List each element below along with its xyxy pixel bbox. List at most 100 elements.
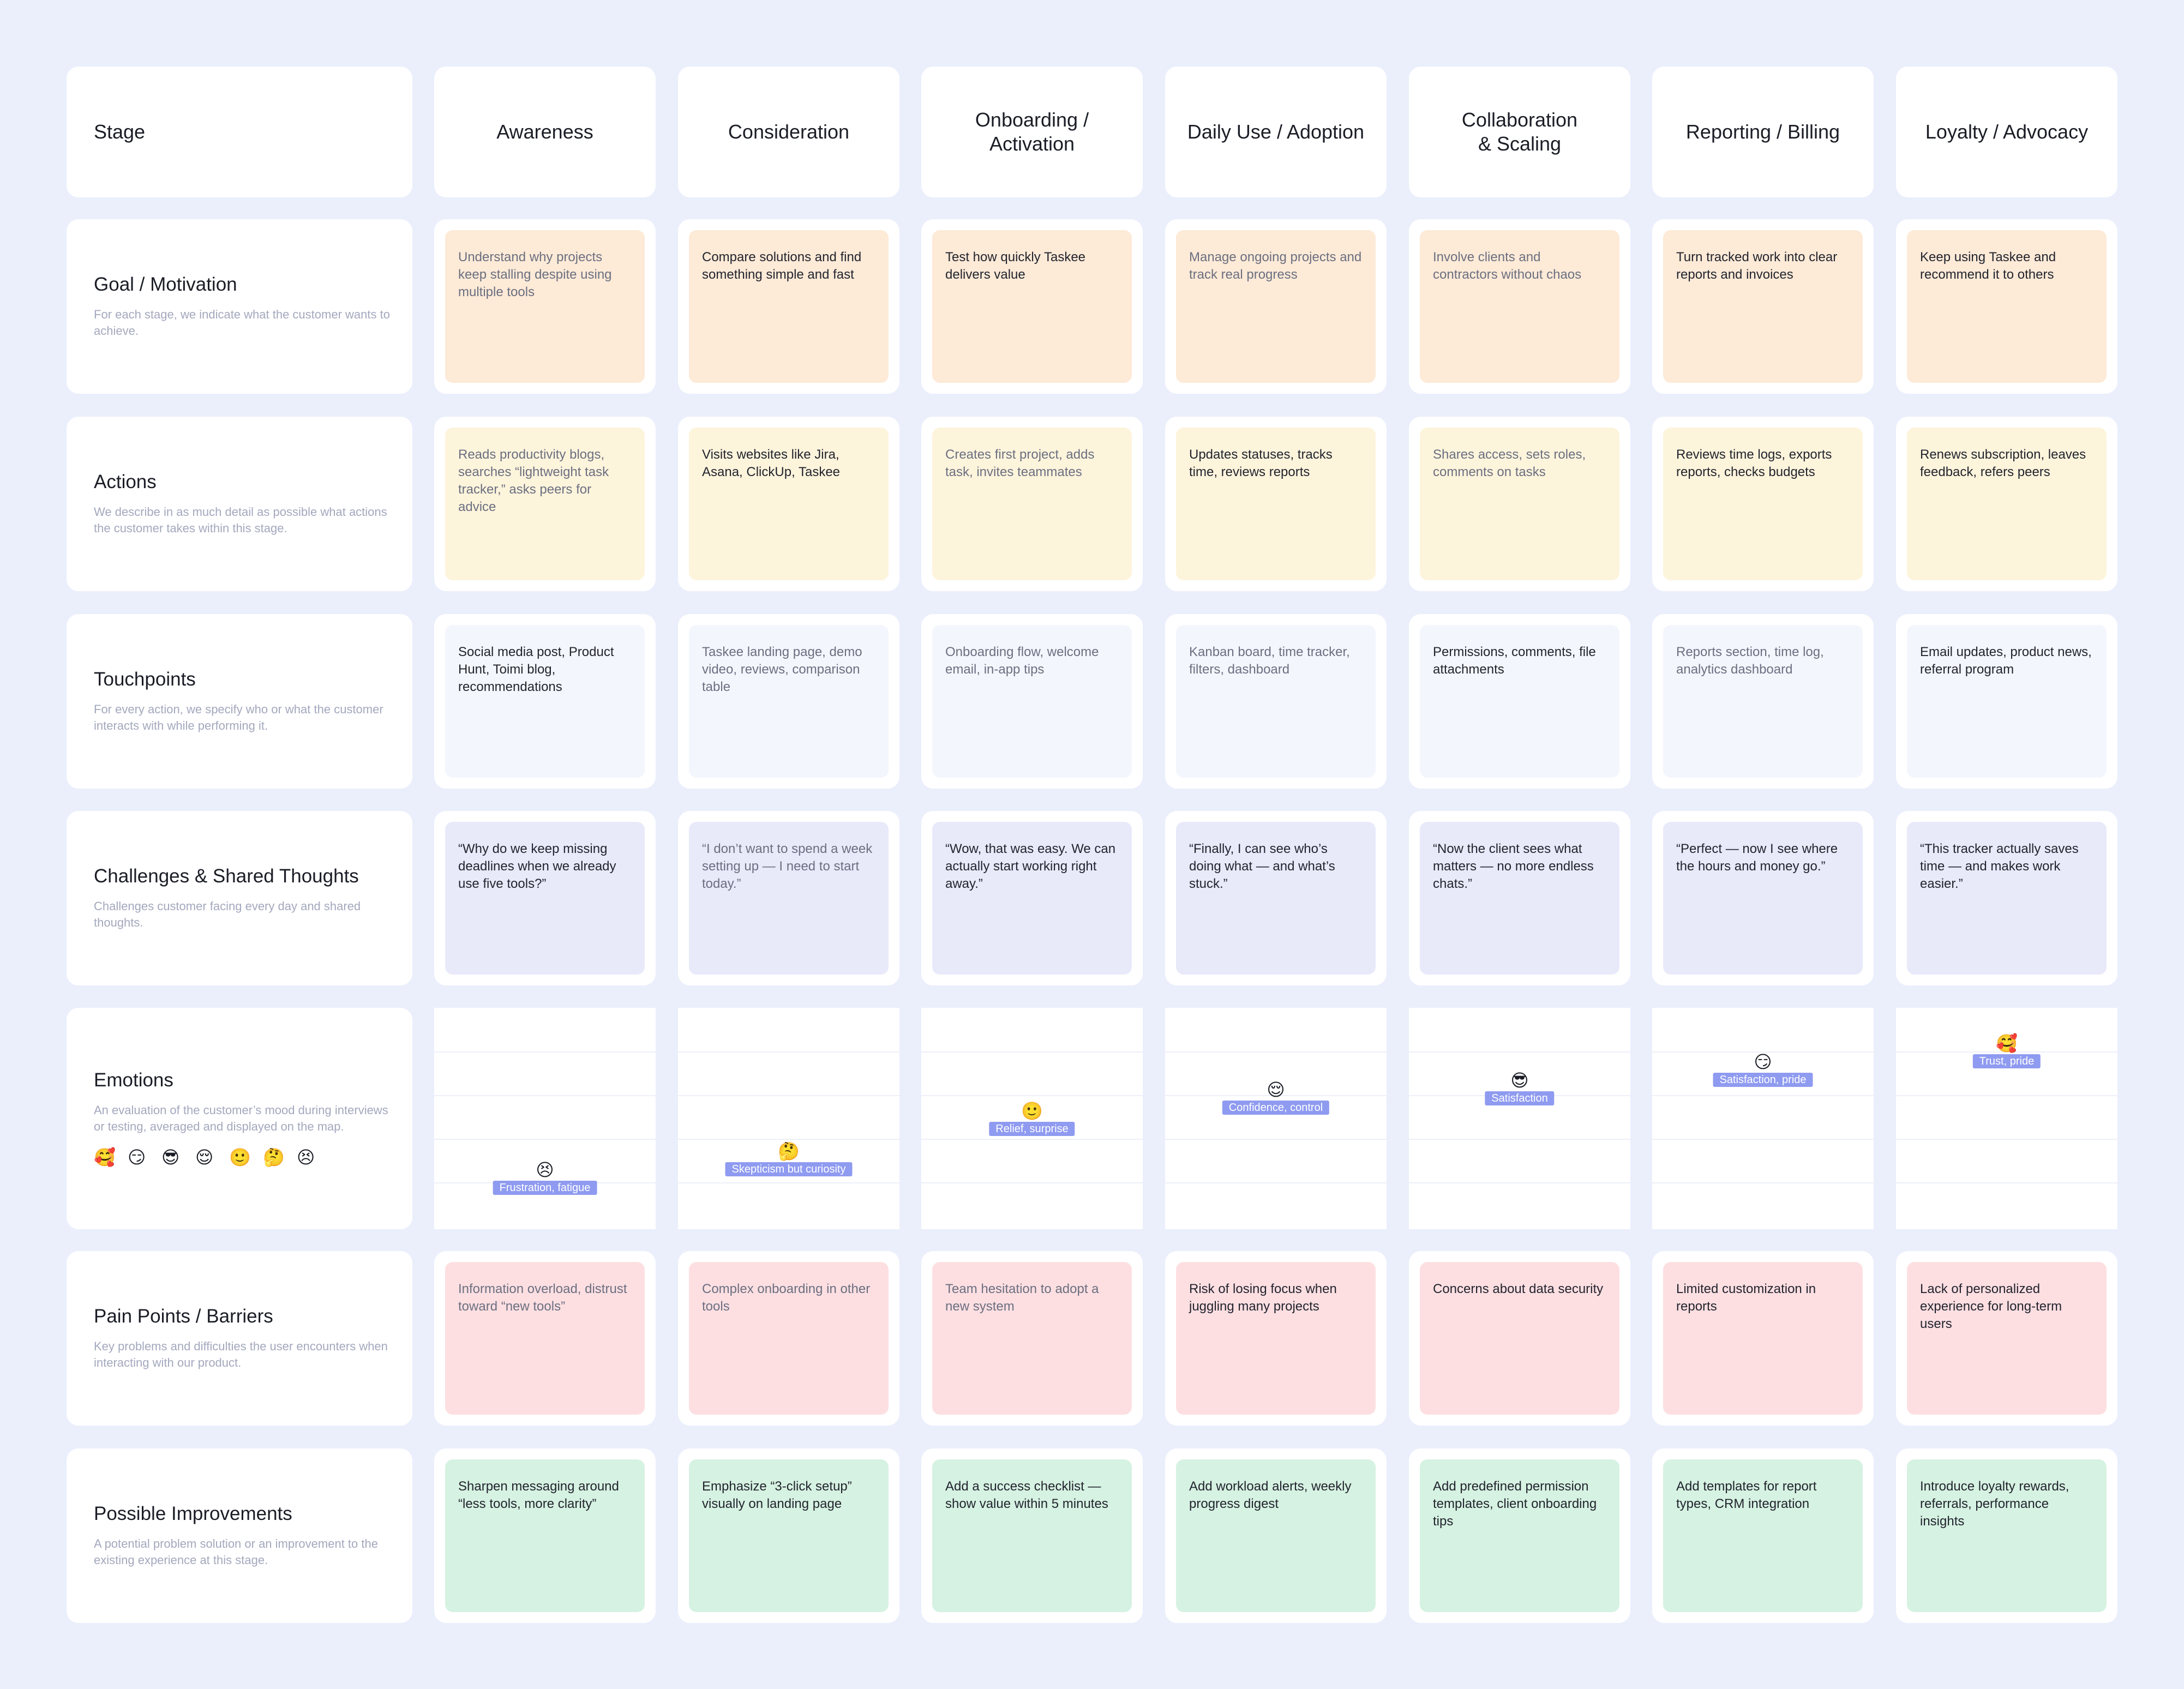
emotion-gridline <box>678 1095 899 1096</box>
row-label: Touchpoints For every action, we specify … <box>94 614 391 789</box>
journey-cell: Complex onboarding in other tools <box>678 1251 899 1426</box>
sticky-note-challenges[interactable]: “Finally, I can see who’s doing what — a… <box>1176 822 1376 975</box>
row-label-card-pain: Pain Points / Barriers Key problems and d… <box>67 1251 412 1426</box>
emotion-gridline <box>1409 1139 1630 1140</box>
journey-cell: Compare solutions and find something sim… <box>678 219 899 394</box>
emotion-gridline <box>921 1182 1143 1183</box>
sticky-note-pain[interactable]: Complex onboarding in other tools <box>689 1262 889 1415</box>
emotion-label: Confidence, control <box>1222 1100 1330 1115</box>
row-title: Actions <box>94 471 157 492</box>
sticky-note-actions[interactable]: Visits websites like Jira, Asana, ClickU… <box>689 428 889 580</box>
sticky-note-improvements[interactable]: Add a success checklist — show value wit… <box>932 1459 1132 1612</box>
stage-title: Collaboration & Scaling <box>1461 109 1578 155</box>
sticky-note-improvements[interactable]: Add predefined permission templates, cli… <box>1420 1459 1619 1612</box>
sticky-note-improvements[interactable]: Emphasize “3-click setup” visually on la… <box>689 1459 889 1612</box>
row-label: Pain Points / Barriers Key problems and d… <box>94 1251 391 1426</box>
sticky-note-goal[interactable]: Turn tracked work into clear reports and… <box>1663 230 1863 383</box>
row-label-card-emotions: Emotions An evaluation of the customer’s … <box>67 1008 412 1229</box>
sticky-note-touchpoints[interactable]: Kanban board, time tracker, filters, das… <box>1176 625 1376 778</box>
journey-cell: Kanban board, time tracker, filters, das… <box>1165 614 1387 789</box>
sticky-note-actions[interactable]: Updates statuses, tracks time, reviews r… <box>1176 428 1376 580</box>
sticky-note-actions[interactable]: Shares access, sets roles, comments on t… <box>1420 428 1619 580</box>
emotion-gridline <box>921 1139 1143 1140</box>
emotion-gridline <box>1409 1182 1630 1183</box>
emotion-emoji: 😎 <box>1510 1070 1529 1090</box>
sticky-note-goal[interactable]: Keep using Taskee and recommend it to ot… <box>1907 230 2107 383</box>
sticky-note-actions[interactable]: Reads productivity blogs, searches “ligh… <box>445 428 645 580</box>
sticky-note-pain[interactable]: Concerns about data security <box>1420 1262 1619 1415</box>
journey-cell: Turn tracked work into clear reports and… <box>1652 219 1874 394</box>
sticky-note-challenges[interactable]: “Perfect — now I see where the hours and… <box>1663 822 1863 975</box>
journey-cell: “I don’t want to spend a week setting up… <box>678 811 899 985</box>
emotion-gridline <box>1896 1139 2117 1140</box>
row-title: Goal / Motivation <box>94 274 237 295</box>
emotion-panel: 🙂 Relief, surprise <box>921 1008 1143 1229</box>
sticky-note-improvements[interactable]: Introduce loyalty rewards, referrals, pe… <box>1907 1459 2107 1612</box>
journey-cell: “Perfect — now I see where the hours and… <box>1652 811 1874 985</box>
journey-cell: Information overload, distrust toward “n… <box>434 1251 656 1426</box>
journey-cell: Sharpen messaging around “less tools, mo… <box>434 1448 656 1623</box>
sticky-note-goal[interactable]: Involve clients and contractors without … <box>1420 230 1619 383</box>
journey-cell: Taskee landing page, demo video, reviews… <box>678 614 899 789</box>
sticky-note-touchpoints[interactable]: Permissions, comments, file attachments <box>1420 625 1619 778</box>
stage-title: Daily Use / Adoption <box>1187 121 1365 143</box>
stage-column-header: Reporting / Billing <box>1652 67 1874 197</box>
journey-cell: Reports section, time log, analytics das… <box>1652 614 1874 789</box>
emotion-emoji: 😌 <box>1267 1079 1285 1099</box>
emotion-panel: 😌 Confidence, control <box>1165 1008 1387 1229</box>
emotion-gridline <box>1652 1095 1874 1096</box>
sticky-note-challenges[interactable]: “Why do we keep missing deadlines when w… <box>445 822 645 975</box>
emotion-label: Trust, pride <box>1972 1054 2041 1068</box>
sticky-note-pain[interactable]: Limited customization in reports <box>1663 1262 1863 1415</box>
journey-cell: Lack of personalized experience for long… <box>1896 1251 2117 1426</box>
emotion-gridline <box>1652 1182 1874 1183</box>
emotion-gridline <box>1165 1051 1387 1053</box>
emotion-label: Frustration, fatigue <box>493 1180 597 1195</box>
sticky-note-challenges[interactable]: “I don’t want to spend a week setting up… <box>689 822 889 975</box>
sticky-note-actions[interactable]: Reviews time logs, exports reports, chec… <box>1663 428 1863 580</box>
sticky-note-touchpoints[interactable]: Reports section, time log, analytics das… <box>1663 625 1863 778</box>
sticky-note-challenges[interactable]: “Now the client sees what matters — no m… <box>1420 822 1619 975</box>
stage-header-card: Stage <box>67 67 412 197</box>
emotion-scale-emoji: 🙂 <box>229 1147 251 1167</box>
journey-cell: Keep using Taskee and recommend it to ot… <box>1896 219 2117 394</box>
sticky-note-touchpoints[interactable]: Social media post, Product Hunt, Toimi b… <box>445 625 645 778</box>
journey-cell: Concerns about data security <box>1409 1251 1630 1426</box>
sticky-note-goal[interactable]: Understand why projects keep stalling de… <box>445 230 645 383</box>
stage-column-header: Consideration <box>678 67 899 197</box>
sticky-note-goal[interactable]: Compare solutions and find something sim… <box>689 230 889 383</box>
emotion-scale-emoji: 😌 <box>195 1147 214 1167</box>
sticky-note-goal[interactable]: Test how quickly Taskee delivers value <box>932 230 1132 383</box>
sticky-note-goal[interactable]: Manage ongoing projects and track real p… <box>1176 230 1376 383</box>
sticky-note-pain[interactable]: Information overload, distrust toward “n… <box>445 1262 645 1415</box>
sticky-note-touchpoints[interactable]: Email updates, product news, referral pr… <box>1907 625 2107 778</box>
stage-title: Consideration <box>728 121 850 143</box>
emotion-emoji: 🥰 <box>1996 1033 2018 1053</box>
sticky-note-improvements[interactable]: Add templates for report types, CRM inte… <box>1663 1459 1863 1612</box>
sticky-note-challenges[interactable]: “Wow, that was easy. We can actually sta… <box>932 822 1132 975</box>
stage-column-header: Daily Use / Adoption <box>1165 67 1387 197</box>
emotion-panel: 🥰 Trust, pride <box>1896 1008 2117 1229</box>
journey-cell: “Now the client sees what matters — no m… <box>1409 811 1630 985</box>
journey-cell: Add predefined permission templates, cli… <box>1409 1448 1630 1623</box>
emotion-gridline <box>434 1139 656 1140</box>
sticky-note-pain[interactable]: Lack of personalized experience for long… <box>1907 1262 2107 1415</box>
sticky-note-challenges[interactable]: “This tracker actually saves time — and … <box>1907 822 2107 975</box>
sticky-note-actions[interactable]: Creates first project, adds task, invite… <box>932 428 1132 580</box>
row-title: Pain Points / Barriers <box>94 1306 273 1327</box>
sticky-note-improvements[interactable]: Sharpen messaging around “less tools, mo… <box>445 1459 645 1612</box>
journey-cell: Team hesitation to adopt a new system <box>921 1251 1143 1426</box>
row-description: Key problems and difficulties the user e… <box>94 1339 388 1369</box>
row-description: Challenges customer facing every day and… <box>94 899 361 929</box>
sticky-note-pain[interactable]: Team hesitation to adopt a new system <box>932 1262 1132 1415</box>
emotion-emoji: 😣 <box>536 1159 554 1180</box>
sticky-note-actions[interactable]: Renews subscription, leaves feedback, re… <box>1907 428 2107 580</box>
journey-cell: Emphasize “3-click setup” visually on la… <box>678 1448 899 1623</box>
sticky-note-improvements[interactable]: Add workload alerts, weekly progress dig… <box>1176 1459 1376 1612</box>
sticky-note-touchpoints[interactable]: Taskee landing page, demo video, reviews… <box>689 625 889 778</box>
emotion-gridline <box>678 1139 899 1140</box>
sticky-note-touchpoints[interactable]: Onboarding flow, welcome email, in-app t… <box>932 625 1132 778</box>
emotion-scale-emoji: 🥰 <box>94 1147 116 1167</box>
row-label: Emotions An evaluation of the customer’s … <box>94 1008 391 1229</box>
sticky-note-pain[interactable]: Risk of losing focus when juggling many … <box>1176 1262 1376 1415</box>
